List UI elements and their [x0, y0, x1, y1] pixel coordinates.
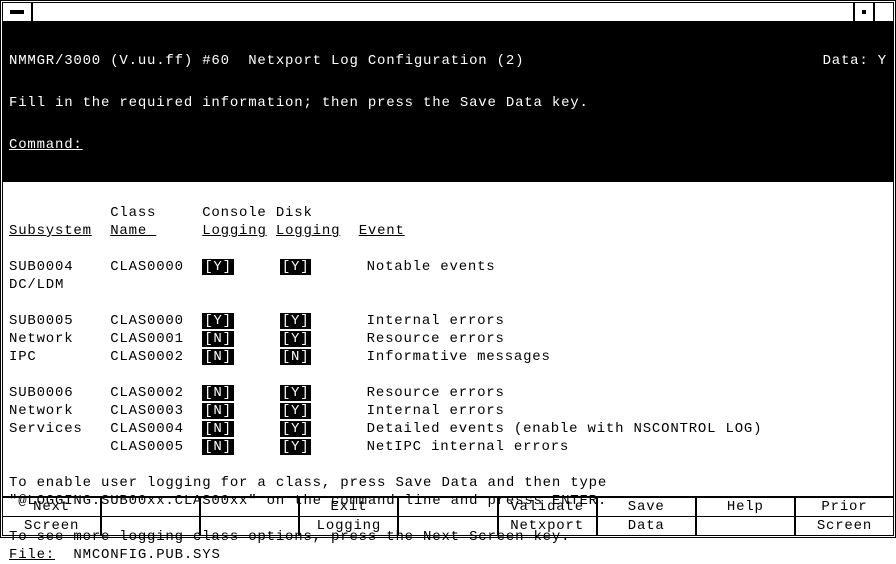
- col-console-logging: Logging: [202, 223, 266, 239]
- console-logging-field[interactable]: [N]: [202, 439, 234, 455]
- fnkey-top-f5: [399, 498, 498, 516]
- fnkey-top-f1[interactable]: Next: [3, 498, 102, 516]
- fnkey-bottom-f8: [697, 517, 796, 535]
- file-label: File:: [9, 547, 55, 563]
- console-logging-field[interactable]: [N]: [202, 385, 234, 401]
- disk-logging-field[interactable]: [Y]: [280, 439, 312, 455]
- disk-logging-field[interactable]: [N]: [280, 349, 312, 365]
- window-titlebar: [3, 3, 893, 23]
- minimize-button[interactable]: [853, 3, 873, 21]
- console-logging-field[interactable]: [N]: [202, 349, 234, 365]
- data-flag: Data: Y: [823, 54, 887, 68]
- fnkey-bottom-f6[interactable]: Netxport: [499, 517, 598, 535]
- maximize-button[interactable]: [873, 3, 893, 21]
- fnkey-bottom-f2: [102, 517, 201, 535]
- col-event: Event: [359, 223, 405, 239]
- fnkey-top-f6[interactable]: Validate: [499, 498, 598, 516]
- titlebar-spacer: [33, 3, 853, 21]
- console-logging-field[interactable]: [N]: [202, 331, 234, 347]
- console-logging-field[interactable]: [N]: [202, 421, 234, 437]
- screen-header: NMMGR/3000 (V.uu.ff) #60 Netxport Log Co…: [3, 24, 893, 182]
- disk-logging-field[interactable]: [Y]: [280, 259, 312, 275]
- col-class-name: Name: [110, 223, 156, 239]
- command-label: Command:: [9, 137, 83, 153]
- disk-logging-field[interactable]: [Y]: [280, 403, 312, 419]
- fnkey-top-f2: [102, 498, 201, 516]
- console-logging-field[interactable]: [Y]: [202, 259, 234, 275]
- system-menu-button[interactable]: [3, 3, 33, 21]
- fnkey-top-f8[interactable]: Help: [697, 498, 796, 516]
- col-subsystem: Subsystem: [9, 223, 92, 239]
- disk-logging-field[interactable]: [Y]: [280, 421, 312, 437]
- fnkey-bottom-f5: [399, 517, 498, 535]
- fnkey-bottom-f9[interactable]: Screen: [796, 517, 893, 535]
- screen-title: NMMGR/3000 (V.uu.ff) #60 Netxport Log Co…: [9, 54, 823, 68]
- screen-instruction: Fill in the required information; then p…: [9, 96, 887, 110]
- function-keys: Next Exit ValidateSaveHelpPrior Screen Logg…: [3, 496, 893, 535]
- fnkey-bottom-f7[interactable]: Data: [598, 517, 697, 535]
- disk-logging-field[interactable]: [Y]: [280, 331, 312, 347]
- terminal-content: NMMGR/3000 (V.uu.ff) #60 Netxport Log Co…: [3, 23, 893, 535]
- fnkey-top-f7[interactable]: Save: [598, 498, 697, 516]
- fnkey-top-f3: [201, 498, 300, 516]
- fnkey-bottom-f3: [201, 517, 300, 535]
- console-logging-field[interactable]: [Y]: [202, 313, 234, 329]
- terminal-window: NMMGR/3000 (V.uu.ff) #60 Netxport Log Co…: [0, 0, 896, 538]
- console-logging-field[interactable]: [N]: [202, 403, 234, 419]
- fnkey-bottom-f1[interactable]: Screen: [3, 517, 102, 535]
- disk-logging-field[interactable]: [Y]: [280, 313, 312, 329]
- fnkey-top-f9[interactable]: Prior: [796, 498, 893, 516]
- col-disk-logging: Logging: [276, 223, 340, 239]
- disk-logging-field[interactable]: [Y]: [280, 385, 312, 401]
- fnkey-top-f4[interactable]: Exit: [300, 498, 399, 516]
- fnkey-bottom-f4[interactable]: Logging: [300, 517, 399, 535]
